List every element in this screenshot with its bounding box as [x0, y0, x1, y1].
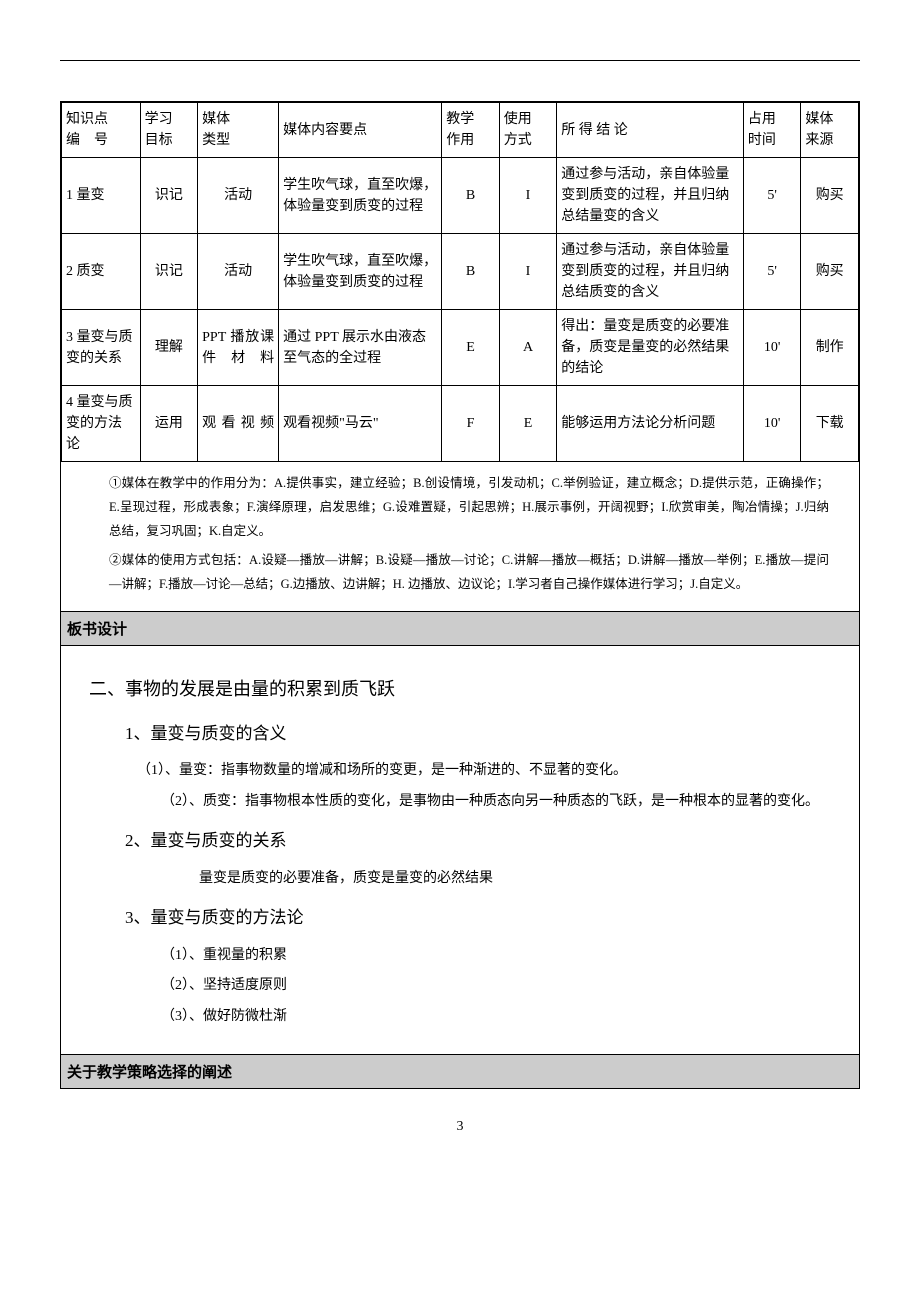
cell-duration: 10'	[743, 310, 801, 386]
col-teach-role: 教学 作用	[442, 103, 500, 158]
cell-conclusion: 通过参与活动，亲自体验量变到质变的过程，并且归纳总结量变的含义	[557, 158, 744, 234]
footnote-2: ②媒体的使用方式包括：A.设疑—播放—讲解；B.设疑—播放—讨论；C.讲解—播放…	[109, 549, 829, 597]
col-conclusion: 所 得 结 论	[557, 103, 744, 158]
cell-knowledge: 1 量变	[62, 158, 141, 234]
board-method-2: （2）、坚持适度原则	[161, 973, 839, 1000]
cell-mode: E	[499, 386, 557, 462]
header-text: 媒体	[202, 112, 230, 127]
board-def-1: （1）、量变：指事物数量的增减和场所的变更，是一种渐进的、不显著的变化。	[161, 758, 839, 785]
cell-source: 下载	[801, 386, 859, 462]
header-text: 类型	[202, 133, 230, 148]
board-title: 二、事物的发展是由量的积累到质飞跃	[89, 672, 839, 706]
cell-source: 购买	[801, 158, 859, 234]
col-knowledge-id: 知识点 编 号	[62, 103, 141, 158]
cell-conclusion: 通过参与活动，亲自体验量变到质变的过程，并且归纳总结质变的含义	[557, 234, 744, 310]
footnotes: ①媒体在教学中的作用分为：A.提供事实，建立经验；B.创设情境，引发动机；C.举…	[61, 462, 859, 611]
header-text: 学习	[145, 112, 173, 127]
header-text: 媒体	[805, 112, 833, 127]
board-subtitle-1: 1、量变与质变的含义	[125, 718, 839, 750]
cell-goal: 理解	[140, 310, 198, 386]
board-subtitle-2: 2、量变与质变的关系	[125, 825, 839, 857]
table-row: 3 量变与质变的关系 理解 PPT 播放课件材料 通过 PPT 展示水由液态至气…	[62, 310, 859, 386]
content-frame: 知识点 编 号 学习 目标 媒体 类型 媒体内容要点 教学 作用	[60, 101, 860, 1089]
cell-content: 观看视频"马云"	[279, 386, 442, 462]
col-use-mode: 使用 方式	[499, 103, 557, 158]
cell-conclusion: 得出：量变是质变的必要准备，质变是量变的必然结果的结论	[557, 310, 744, 386]
cell-knowledge: 4 量变与质变的方法论	[62, 386, 141, 462]
cell-role: B	[442, 158, 500, 234]
cell-mode: A	[499, 310, 557, 386]
col-source: 媒体 来源	[801, 103, 859, 158]
cell-type: 观看视频	[198, 386, 279, 462]
cell-type: PPT 播放课件材料	[198, 310, 279, 386]
table-row: 2 质变 识记 活动 学生吹气球，直至吹爆，体验量变到质变的过程 B I 通过参…	[62, 234, 859, 310]
board-relation-text: 量变是质变的必要准备，质变是量变的必然结果	[199, 866, 839, 893]
cell-content: 通过 PPT 展示水由液态至气态的全过程	[279, 310, 442, 386]
header-text: 知识点	[66, 112, 108, 127]
page-number: 3	[60, 1119, 860, 1135]
cell-type: 活动	[198, 158, 279, 234]
board-method-1: （1）、重视量的积累	[161, 943, 839, 970]
header-text: 来源	[805, 133, 833, 148]
cell-content: 学生吹气球，直至吹爆，体验量变到质变的过程	[279, 234, 442, 310]
cell-knowledge: 3 量变与质变的关系	[62, 310, 141, 386]
cell-content: 学生吹气球，直至吹爆，体验量变到质变的过程	[279, 158, 442, 234]
media-selection-table: 知识点 编 号 学习 目标 媒体 类型 媒体内容要点 教学 作用	[61, 102, 859, 462]
footnote-1: ①媒体在教学中的作用分为：A.提供事实，建立经验；B.创设情境，引发动机；C.举…	[109, 472, 829, 543]
cell-role: B	[442, 234, 500, 310]
cell-duration: 10'	[743, 386, 801, 462]
header-text: 使用	[504, 112, 532, 127]
board-method-3: （3）、做好防微杜渐	[161, 1004, 839, 1031]
top-horizontal-rule	[60, 60, 860, 61]
cell-role: F	[442, 386, 500, 462]
cell-mode: I	[499, 158, 557, 234]
cell-goal: 识记	[140, 234, 198, 310]
section-strategy: 关于教学策略选择的阐述	[61, 1054, 859, 1088]
cell-duration: 5'	[743, 234, 801, 310]
table-row: 4 量变与质变的方法论 运用 观看视频 观看视频"马云" F E 能够运用方法论…	[62, 386, 859, 462]
cell-conclusion: 能够运用方法论分析问题	[557, 386, 744, 462]
header-text: 时间	[748, 133, 776, 148]
header-text: 媒体内容要点	[283, 123, 367, 138]
header-text: 目标	[145, 133, 173, 148]
header-text: 编 号	[66, 133, 108, 148]
cell-type: 活动	[198, 234, 279, 310]
board-design-content: 二、事物的发展是由量的积累到质飞跃 1、量变与质变的含义 （1）、量变：指事物数…	[61, 646, 859, 1055]
table-header-row: 知识点 编 号 学习 目标 媒体 类型 媒体内容要点 教学 作用	[62, 103, 859, 158]
board-def-2: （2）、质变：指事物根本性质的变化，是事物由一种质态向另一种质态的飞跃，是一种根…	[161, 789, 839, 816]
cell-source: 购买	[801, 234, 859, 310]
header-text: 作用	[446, 133, 474, 148]
col-media-content: 媒体内容要点	[279, 103, 442, 158]
cell-knowledge: 2 质变	[62, 234, 141, 310]
col-duration: 占用 时间	[743, 103, 801, 158]
board-subtitle-3: 3、量变与质变的方法论	[125, 902, 839, 934]
cell-goal: 识记	[140, 158, 198, 234]
col-media-type: 媒体 类型	[198, 103, 279, 158]
cell-source: 制作	[801, 310, 859, 386]
col-learning-goal: 学习 目标	[140, 103, 198, 158]
table-row: 1 量变 识记 活动 学生吹气球，直至吹爆，体验量变到质变的过程 B I 通过参…	[62, 158, 859, 234]
header-text: 占用	[748, 112, 776, 127]
cell-mode: I	[499, 234, 557, 310]
header-text: 教学	[446, 112, 474, 127]
cell-duration: 5'	[743, 158, 801, 234]
header-text: 所 得 结 论	[561, 123, 628, 138]
section-board-design: 板书设计	[61, 611, 859, 646]
header-text: 方式	[504, 133, 532, 148]
cell-role: E	[442, 310, 500, 386]
cell-goal: 运用	[140, 386, 198, 462]
